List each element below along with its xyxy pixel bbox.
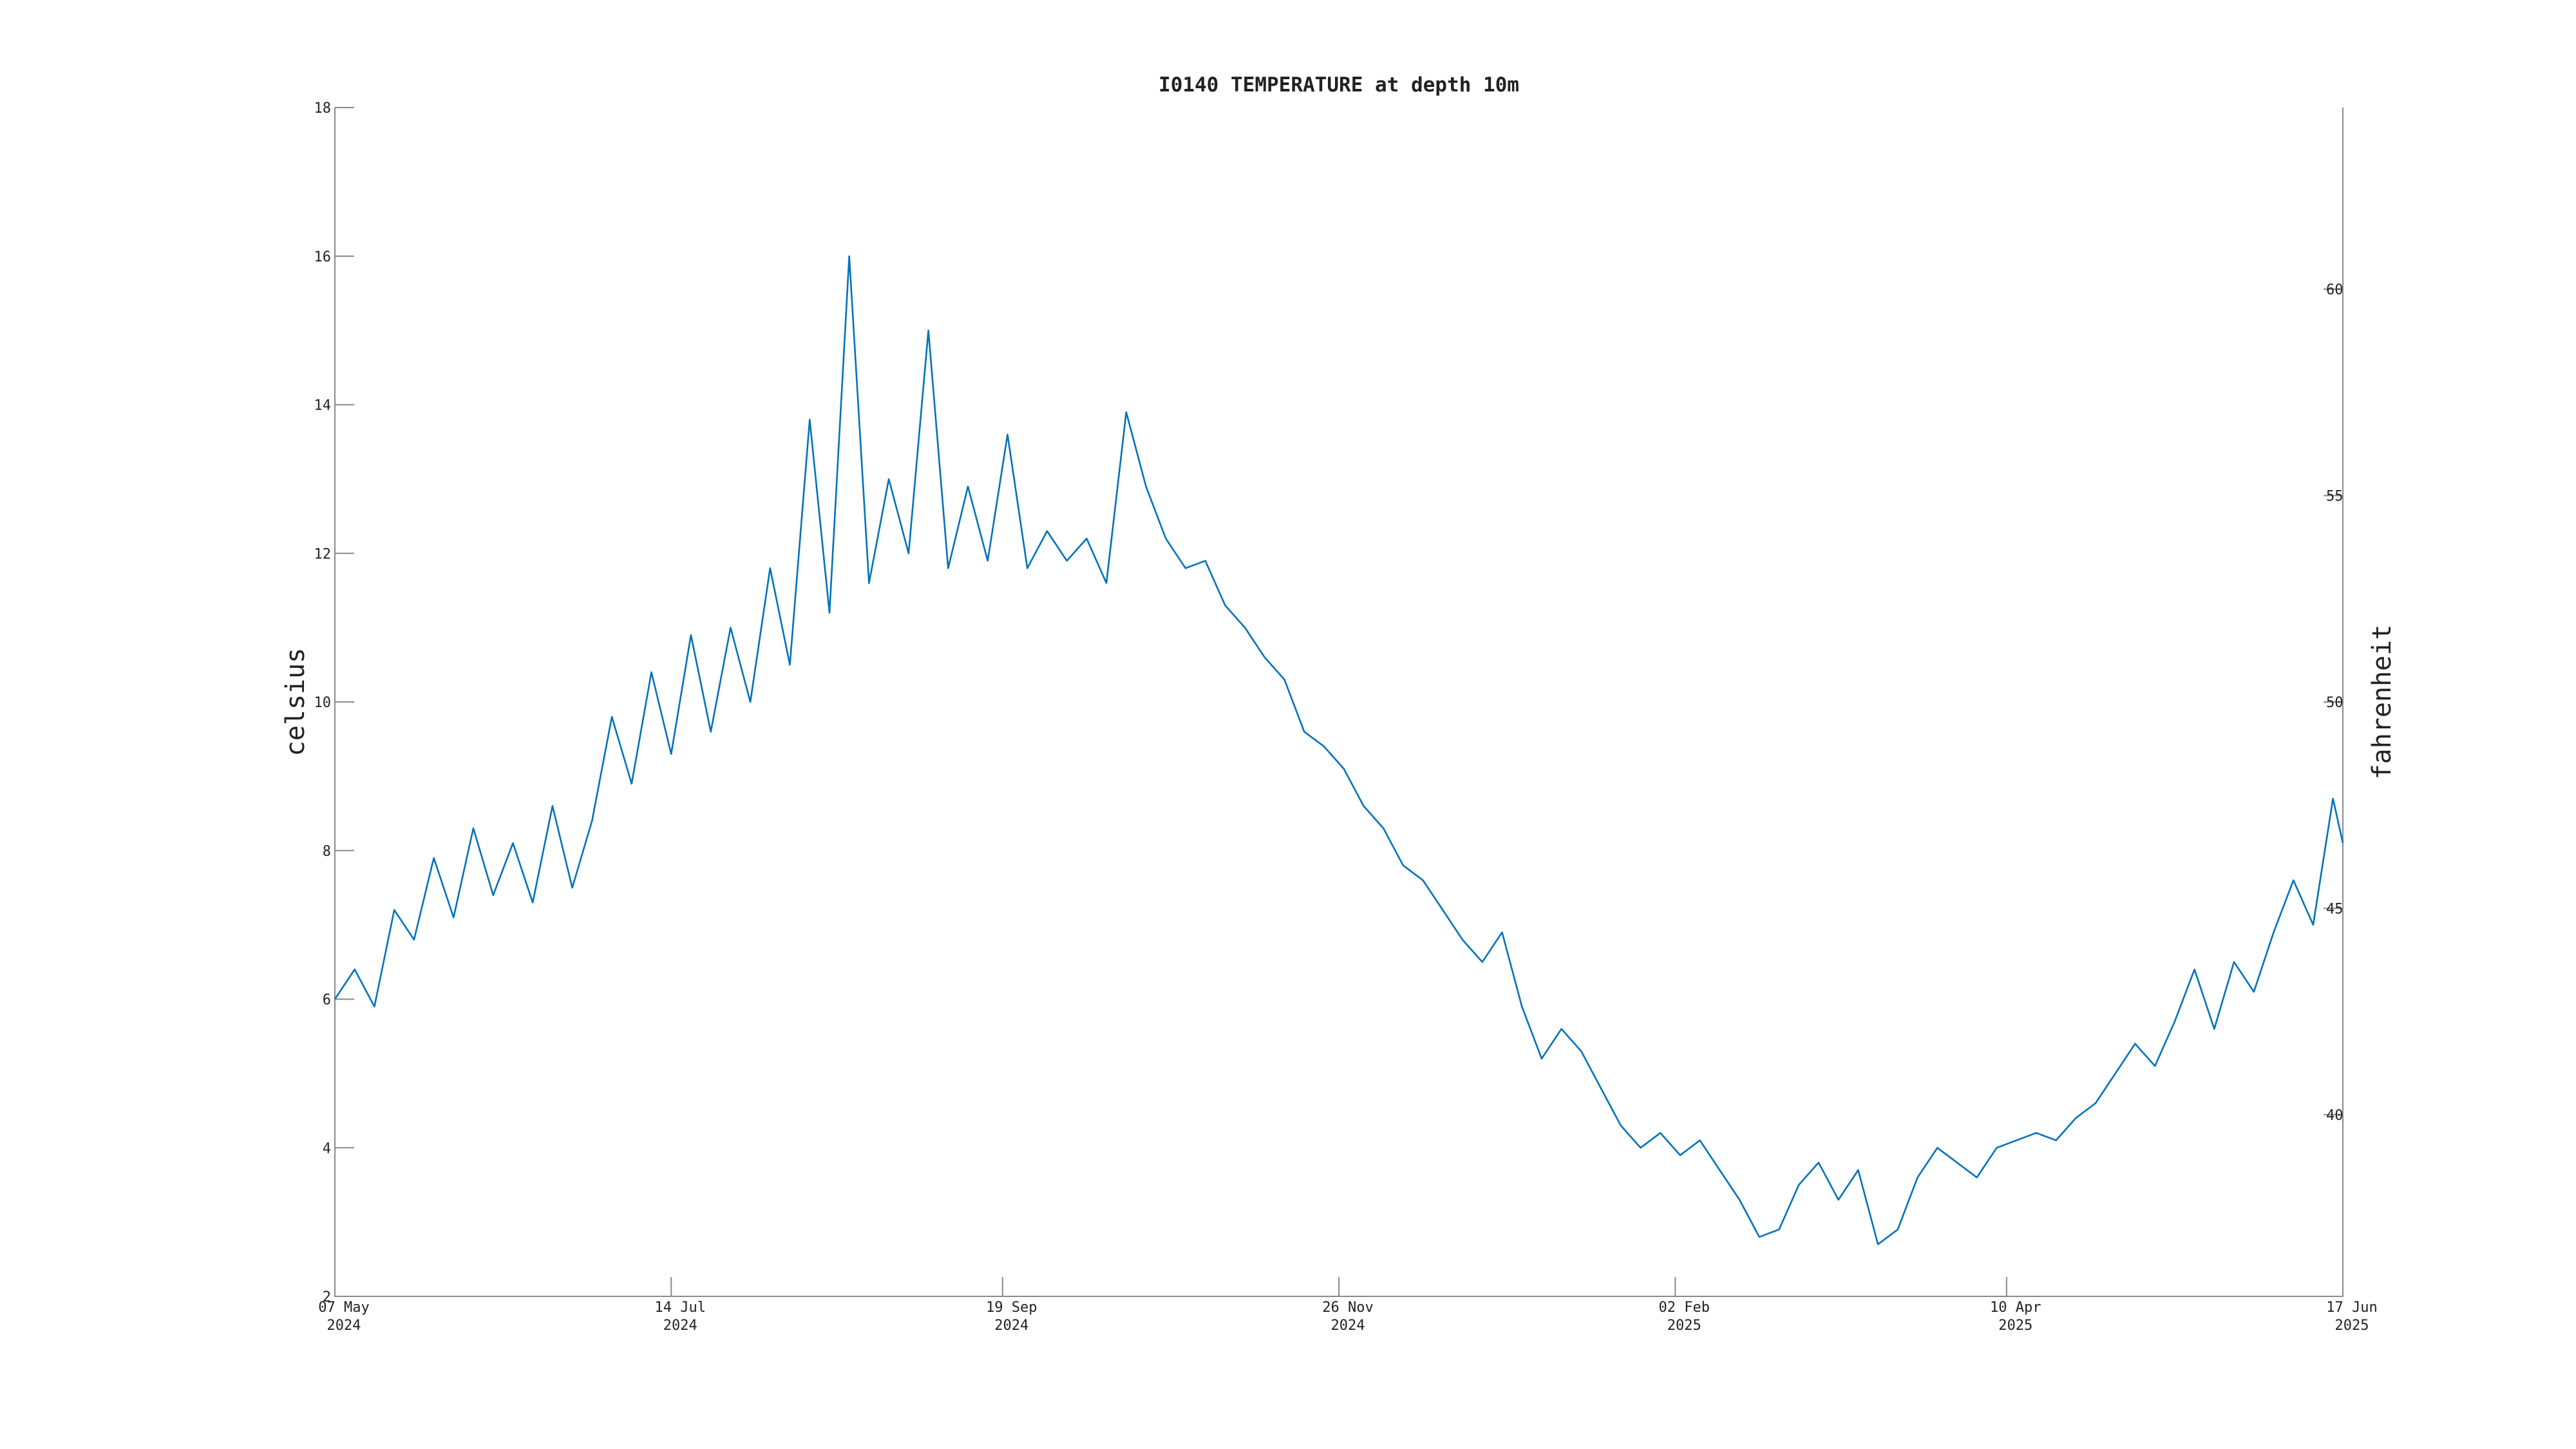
x-tick-label: 26 Nov 2024	[1322, 1300, 1373, 1334]
y2-axis-label: fahrenheit	[2367, 625, 2397, 780]
x-tick-label: 02 Feb 2025	[1658, 1300, 1709, 1334]
y-tick-label: 14	[314, 398, 332, 414]
y2-tick-label: 55	[2326, 489, 2344, 505]
y2-tick-label: 60	[2326, 282, 2344, 298]
y-tick-label: 4	[323, 1141, 331, 1157]
x-tick-label: 14 Jul 2024	[654, 1300, 705, 1334]
y-tick-label: 8	[323, 844, 331, 860]
y-axis-label: celsius	[281, 648, 310, 757]
axes-frame	[334, 108, 2344, 1297]
x-tick-label: 17 Jun 2025	[2326, 1300, 2377, 1334]
x-tick-label: 19 Sep 2024	[986, 1300, 1037, 1334]
y-tick-label: 6	[323, 992, 331, 1009]
y2-tick-label: 50	[2326, 695, 2344, 711]
y-tick-label: 16	[314, 249, 332, 265]
data-line	[334, 255, 2344, 1245]
x-tick-label: 10 Apr 2025	[1990, 1300, 2041, 1334]
y-tick-label: 18	[314, 100, 332, 117]
chart-title: I0140 TEMPERATURE at depth 10m	[1159, 73, 1519, 97]
y-tick-label: 12	[314, 546, 332, 562]
x-tick-label: 07 May 2024	[318, 1300, 369, 1334]
y-tick-label: 2	[323, 1289, 331, 1305]
y2-tick-label: 45	[2326, 901, 2344, 917]
y2-tick-label: 40	[2326, 1108, 2344, 1124]
y-tick-label: 10	[314, 695, 332, 711]
